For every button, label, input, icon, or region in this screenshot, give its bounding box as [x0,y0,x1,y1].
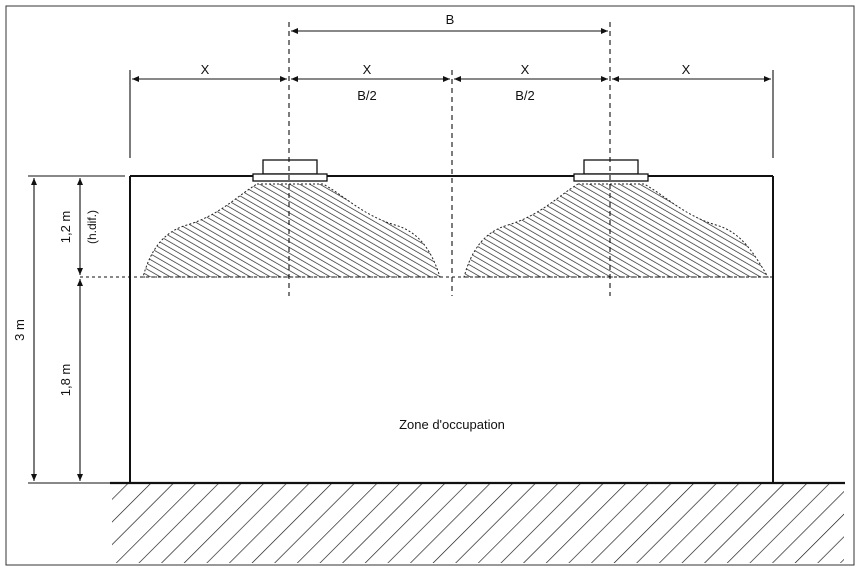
label-occupied-height: 1,8 m [58,364,73,397]
label-x-2: X [363,62,372,77]
ground [110,481,845,563]
air-plumes [142,183,769,278]
figure-frame [5,5,855,566]
label-diffusion-height: 1,2 m [58,211,73,244]
occupied-zone-label: Zone d'occupation [399,417,505,432]
label-b: B [446,12,455,27]
label-half-b-2: B/2 [515,88,535,103]
diffuser-right [573,159,649,182]
vertical-dimensions [28,175,125,484]
label-x-4: X [682,62,691,77]
label-x-3: X [521,62,530,77]
label-x-1: X [201,62,210,77]
air-plume-right [463,183,769,278]
room [129,175,774,483]
label-total-height: 3 m [12,319,27,341]
air-plume-left [142,183,441,278]
dimension-b: B [291,12,608,34]
diffuser-left [252,159,328,182]
construction-lines [80,22,773,296]
label-diffusion-note: (h.dif.) [85,210,99,244]
label-half-b-1: B/2 [357,88,377,103]
ground-hatch [112,483,844,563]
